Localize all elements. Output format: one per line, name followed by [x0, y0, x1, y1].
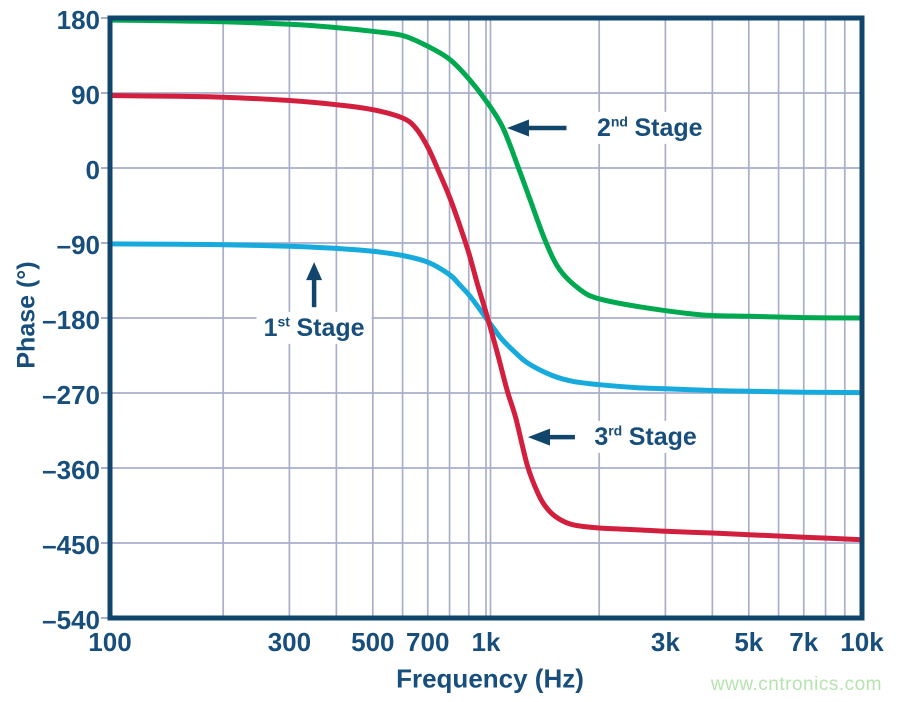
- annotation-arrowhead: [506, 119, 529, 137]
- annotation-arrowhead: [527, 428, 550, 446]
- x-tick-label: 500: [351, 627, 394, 657]
- y-tick-label: 90: [71, 80, 100, 110]
- x-tick-label: 10k: [840, 627, 884, 657]
- x-tick-label: 7k: [789, 627, 818, 657]
- x-axis-title: Frequency (Hz): [396, 663, 584, 694]
- annotation-3rd-stage: 3rd Stage: [587, 421, 704, 454]
- annotation-ordinal: 2: [596, 113, 611, 142]
- y-tick-label: –540: [42, 605, 100, 635]
- x-tick-label: 700: [406, 627, 449, 657]
- y-tick-label: –450: [42, 530, 100, 560]
- curve-3rd-stage: [107, 93, 865, 543]
- annotation-2nd-stage: 2nd Stage: [589, 111, 710, 145]
- annotation-ordinal-suffix: nd: [610, 113, 628, 130]
- annotation-word: Stage: [634, 113, 703, 142]
- annotation-arrowhead: [306, 262, 323, 281]
- y-tick-label: –90: [57, 230, 100, 260]
- x-tick-label: 300: [268, 627, 311, 657]
- annotation-ordinal-suffix: st: [277, 313, 290, 330]
- annotation-1st-stage: 1st Stage: [256, 311, 372, 345]
- annotation-ordinal: 3: [594, 423, 609, 452]
- y-tick-label: –180: [42, 305, 100, 335]
- annotation-ordinal-suffix: rd: [608, 422, 623, 439]
- y-axis-title: Phase (°): [12, 261, 41, 369]
- annotation-word: Stage: [296, 313, 365, 342]
- x-tick-label: 100: [88, 627, 131, 657]
- y-tick-label: –270: [42, 380, 100, 410]
- y-tick-label: 0: [86, 155, 100, 185]
- y-tick-label: 180: [57, 5, 100, 35]
- annotation-ordinal: 1: [263, 313, 278, 342]
- x-tick-label: 3k: [651, 627, 680, 657]
- plot-frame: [107, 15, 865, 621]
- y-tick-label: –360: [42, 455, 100, 485]
- curve-2nd-stage: [107, 17, 865, 321]
- watermark: www.cntronics.com: [710, 674, 882, 695]
- annotation-word: Stage: [628, 423, 697, 452]
- x-tick-label: 5k: [734, 627, 763, 657]
- x-tick-label: 1k: [472, 627, 501, 657]
